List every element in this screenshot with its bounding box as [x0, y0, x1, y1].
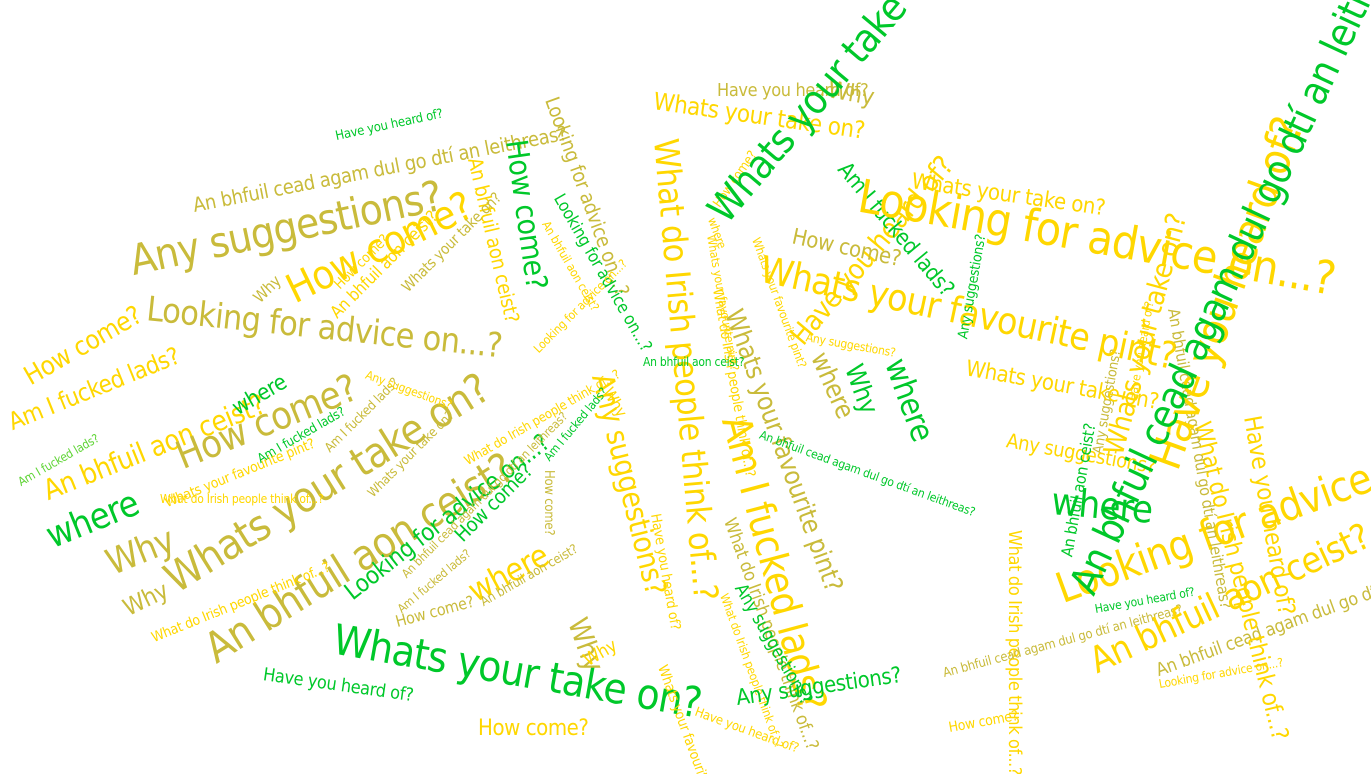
cloud-word: Why [118, 576, 173, 622]
cloud-word: How come? [541, 470, 556, 536]
cloud-word: Have you heard of? [334, 106, 445, 144]
cloud-word: Have you heard of? [717, 80, 869, 101]
cloud-word: An bhfuil aon ceist? [643, 355, 745, 369]
cloud-word: How come? [478, 716, 589, 741]
cloud-word: Looking for advice on...? [144, 289, 504, 367]
cloud-word: where [877, 353, 943, 447]
cloud-word: What do Irish people think of...? [160, 492, 324, 506]
cloud-word: Whats your take on? [329, 614, 705, 728]
cloud-word: Have you heard of? [692, 704, 801, 757]
